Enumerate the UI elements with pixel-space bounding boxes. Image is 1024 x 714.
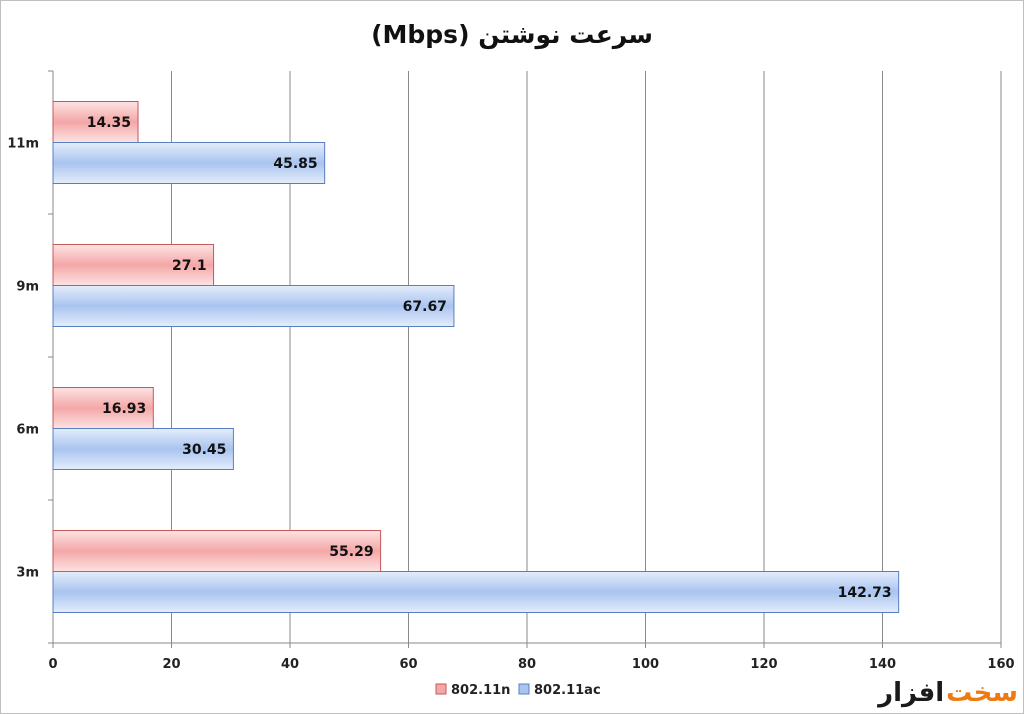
category-label-6m: 6m	[16, 423, 39, 438]
legend-swatch-802.11n	[435, 683, 447, 695]
category-label-9m: 9m	[16, 280, 39, 295]
legend-label-802.11n: 802.11n	[451, 683, 510, 698]
x-tick-label-100: 100	[632, 657, 659, 672]
bar-802.11ac-11m	[52, 142, 326, 184]
x-tick-label-120: 120	[750, 657, 777, 672]
data-label-802.11ac-9m: 67.67	[403, 299, 447, 315]
bar-802.11ac-9m	[52, 285, 455, 327]
watermark-logo: سخت افزار	[878, 676, 1018, 710]
watermark-part-a: سخت	[946, 678, 1018, 708]
bar-802.11n-6m	[52, 387, 154, 429]
legend-label-802.11ac: 802.11ac	[534, 683, 601, 698]
data-label-802.11n-3m: 55.29	[329, 544, 373, 560]
chart-title: سرعت نوشتن (Mbps)	[371, 20, 653, 50]
bar-802.11ac-3m	[52, 571, 900, 613]
x-tick-label-0: 0	[48, 657, 57, 672]
data-label-802.11ac-3m: 142.73	[838, 585, 892, 601]
bar-802.11n-11m	[52, 101, 139, 143]
watermark-part-b: افزار	[878, 678, 945, 708]
data-label-802.11n-9m: 27.1	[172, 258, 207, 274]
x-tick-label-140: 140	[869, 657, 896, 672]
bar-802.11ac-6m	[52, 428, 234, 470]
x-tick-label-20: 20	[162, 657, 180, 672]
data-label-802.11ac-11m: 45.85	[273, 156, 317, 172]
data-label-802.11ac-6m: 30.45	[182, 442, 226, 458]
category-label-11m: 11m	[7, 137, 39, 152]
bar-802.11n-3m	[52, 530, 382, 572]
data-label-802.11n-11m: 14.35	[87, 115, 131, 131]
x-tick-label-60: 60	[399, 657, 417, 672]
category-label-3m: 3m	[16, 566, 39, 581]
x-tick-label-80: 80	[518, 657, 536, 672]
data-label-802.11n-6m: 16.93	[102, 401, 146, 417]
legend-swatch-802.11ac	[518, 683, 530, 695]
bar-802.11n-9m	[52, 244, 215, 286]
x-tick-label-160: 160	[987, 657, 1014, 672]
x-tick-label-40: 40	[281, 657, 299, 672]
